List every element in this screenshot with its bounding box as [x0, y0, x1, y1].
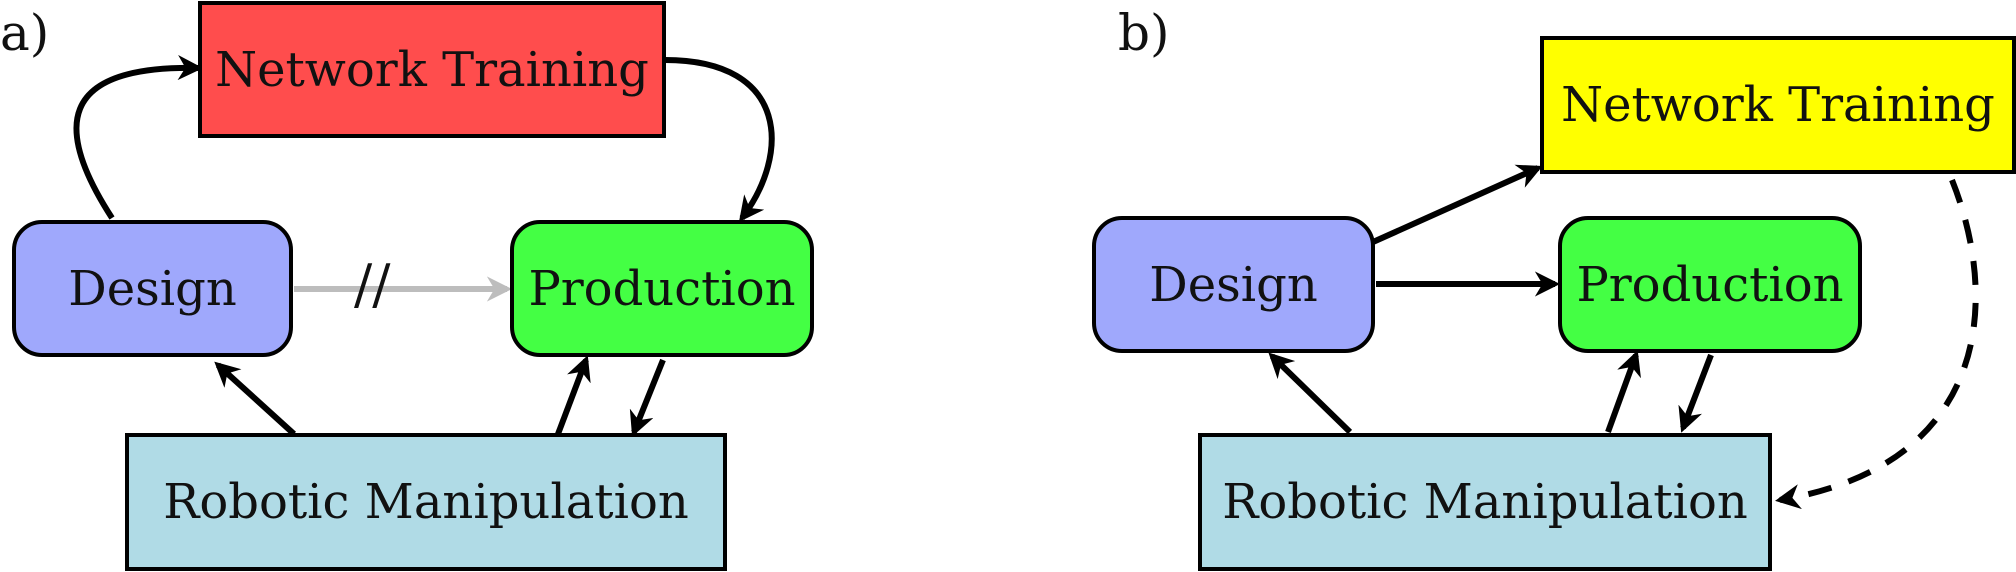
arrow-robotic-to-design-b — [1268, 352, 1353, 435]
node-label: Robotic Manipulation — [163, 474, 689, 530]
arrow-production-to-robotic-b — [1678, 353, 1714, 433]
node-label: Design — [1149, 256, 1318, 313]
dashed-arrow-training-to-robotic-b — [1775, 178, 1979, 510]
blocked-mark: // — [354, 253, 391, 316]
arrow-robotic-to-production-b — [1605, 350, 1641, 434]
node-label: Design — [68, 260, 237, 317]
node-design-b: Design — [1092, 216, 1375, 353]
node-network-training-b: Network Training — [1540, 36, 2016, 174]
arrow-training-to-production-a — [664, 57, 775, 223]
node-label: Network Training — [215, 41, 649, 98]
node-label: Network Training — [1561, 77, 1995, 133]
arrow-design-to-training-a — [73, 54, 204, 220]
node-production-b: Production — [1558, 216, 1862, 353]
panel-label-a: a) — [0, 4, 50, 62]
node-robotic-manipulation-b: Robotic Manipulation — [1198, 433, 1772, 571]
node-production-a: Production — [510, 220, 814, 357]
node-network-training-a: Network Training — [198, 1, 666, 138]
node-label: Production — [528, 260, 796, 317]
arrow-robotic-to-design-a — [214, 361, 297, 437]
node-label: Robotic Manipulation — [1222, 474, 1748, 530]
arrow-design-to-training-b — [1371, 164, 1543, 245]
node-label: Production — [1576, 256, 1844, 313]
arrow-production-to-robotic-a — [629, 358, 666, 437]
node-robotic-manipulation-a: Robotic Manipulation — [125, 433, 727, 571]
node-design-a: Design — [12, 220, 293, 357]
panel-label-b: b) — [1118, 4, 1170, 62]
arrow-robotic-to-production-a — [555, 355, 591, 436]
